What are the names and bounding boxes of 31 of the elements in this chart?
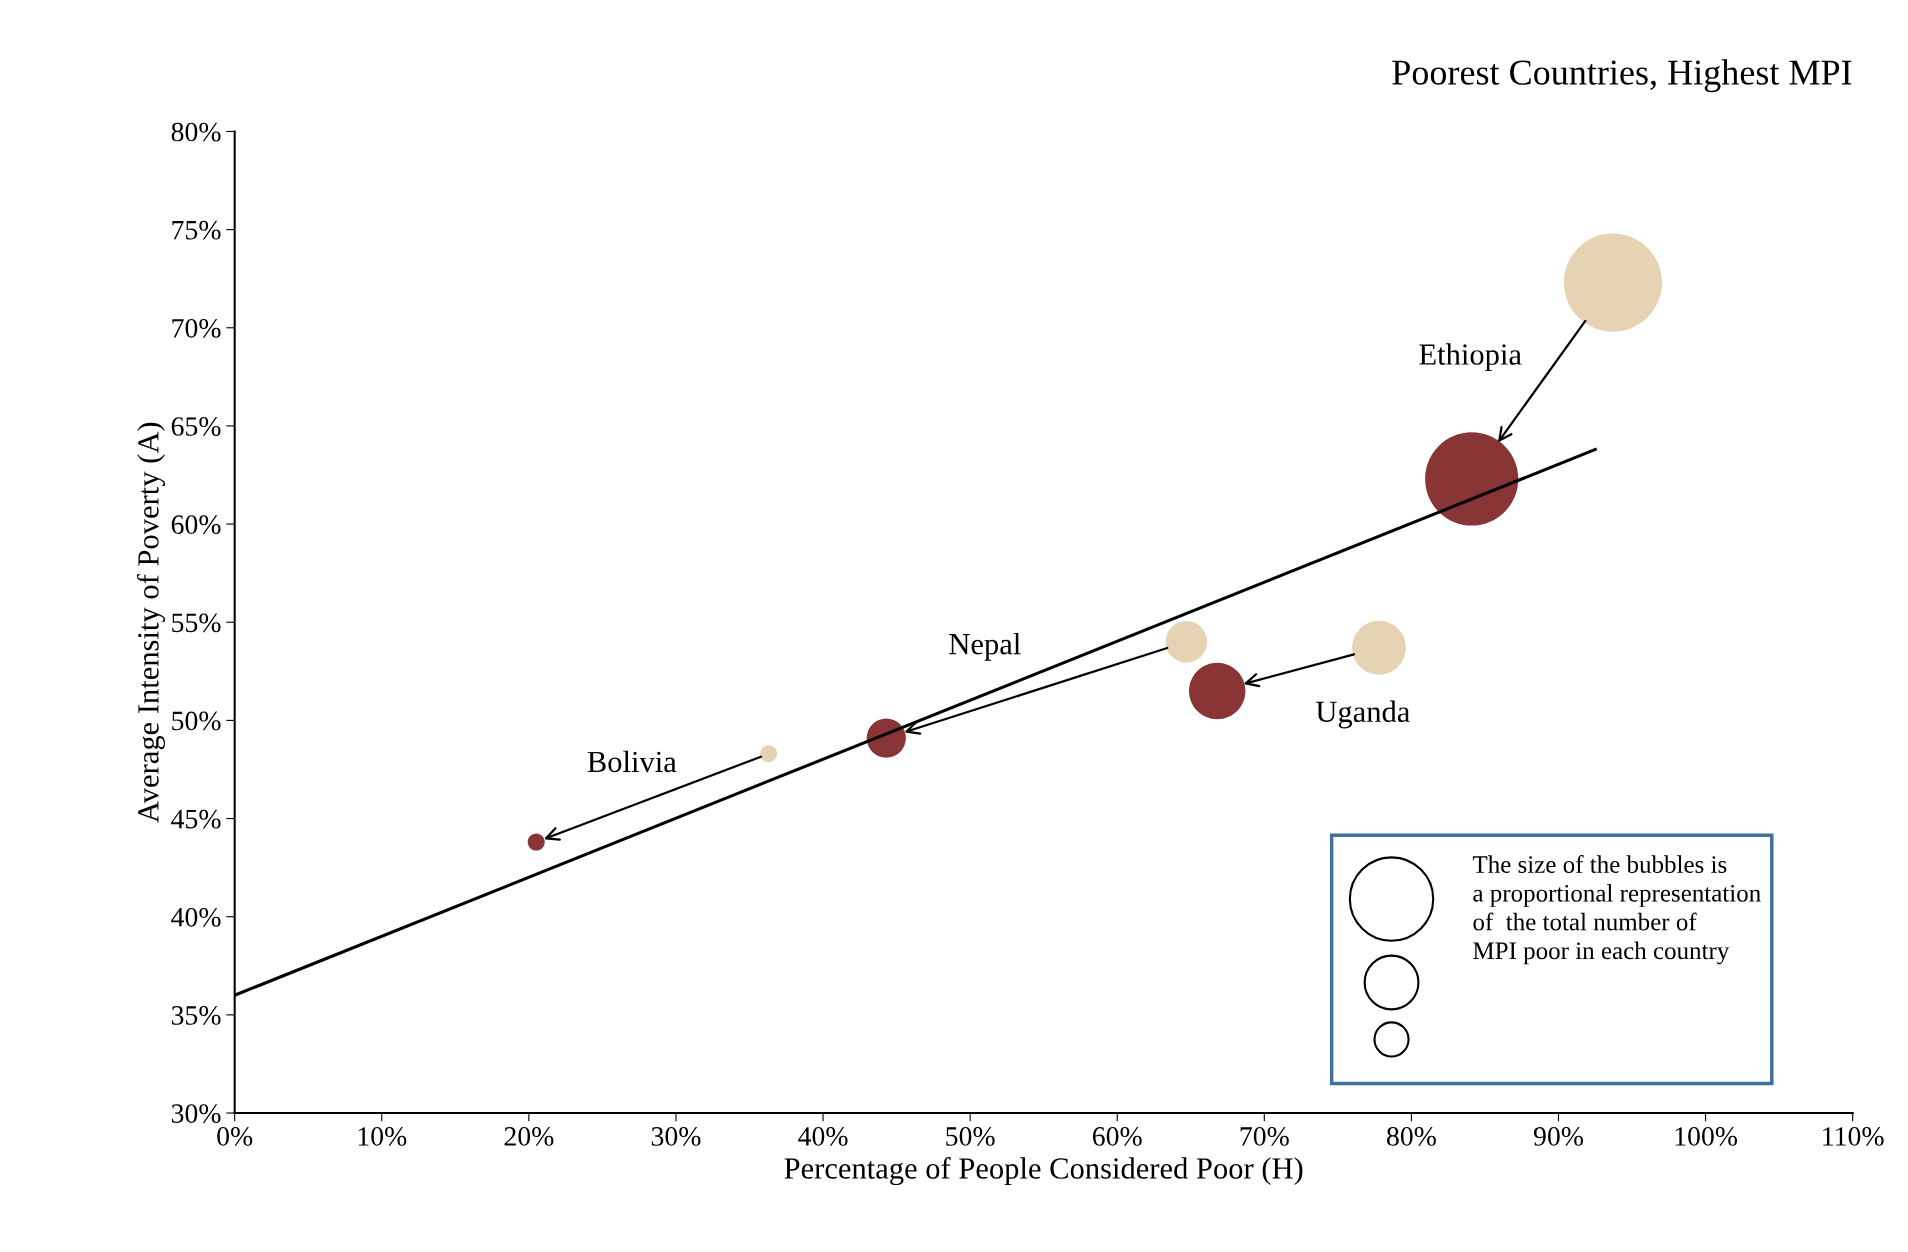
y-tick-label: 55% (172, 613, 221, 633)
x-tick-label: 30% (651, 1127, 701, 1146)
annotation: Nepal (949, 632, 1021, 661)
annotation: Uganda (1315, 700, 1410, 729)
x-tick-label: 90% (1533, 1127, 1583, 1146)
y-tick-label: 70% (172, 318, 221, 338)
y-tick-label: 75% (172, 220, 221, 240)
annotation: Ethiopia (1419, 343, 1522, 372)
x-axis-title: Percentage of People Considered Poor (H) (784, 1156, 1303, 1186)
x-tick-label: 10% (358, 1127, 407, 1146)
x-tick-label: 0% (217, 1127, 253, 1146)
x-tick-label: 100% (1675, 1127, 1738, 1146)
y-tick-label: 60% (171, 515, 221, 535)
x-tick-label: 60% (1092, 1127, 1142, 1146)
y-tick-label: 80% (171, 122, 221, 142)
annotation: The size of the bubbles is a proportional representation of the total number of MPI poor in each country (1472, 855, 1761, 965)
x-tick-label: 80% (1387, 1127, 1436, 1146)
chart-subtitle: Poorest Countries, Highest MPI (1392, 59, 1852, 93)
x-tick-label: 50% (946, 1127, 995, 1146)
y-tick-label: 40% (171, 907, 221, 927)
y-tick-label: 30% (171, 1104, 221, 1124)
x-tick-label: 110% (1823, 1127, 1884, 1146)
x-tick-label: 40% (798, 1127, 848, 1146)
annotation: Bolivia (587, 750, 677, 773)
y-tick-label: 45% (171, 809, 221, 829)
y-tick-label: 35% (171, 1006, 221, 1025)
y-tick-label: 65% (171, 417, 221, 436)
y-tick-label: 50% (172, 711, 221, 731)
y-axis-title: Average Intensity of Poverty (A) (136, 422, 166, 823)
x-tick-label: 20% (504, 1127, 554, 1146)
x-tick-label: 70% (1240, 1127, 1289, 1146)
